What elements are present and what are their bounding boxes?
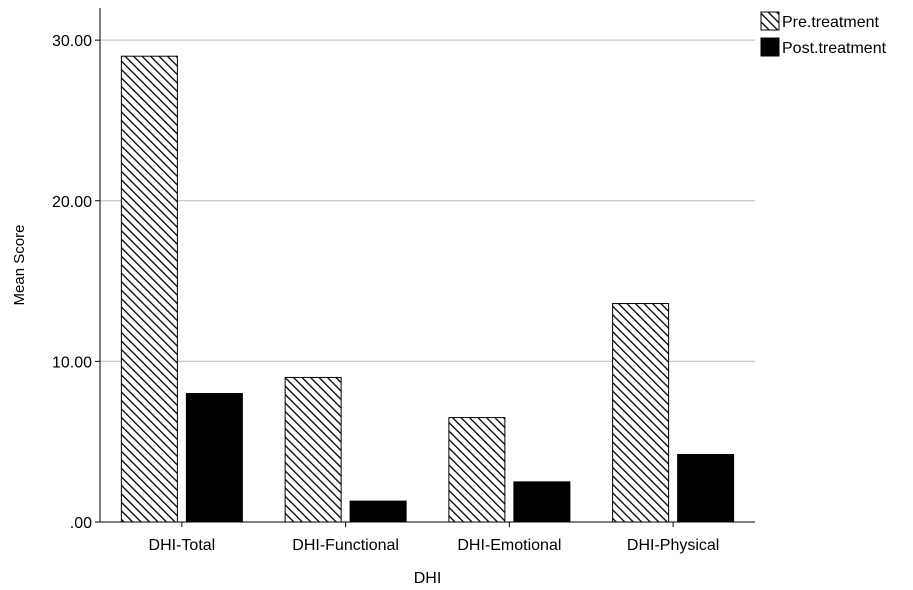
axis-labels: DHI Mean Score: [11, 225, 441, 587]
post-treatment-bar: [513, 481, 571, 523]
legend-label: Pre.treatment: [782, 14, 879, 31]
y-axis-title: Mean Score: [11, 225, 28, 306]
x-tick-label: DHI-Emotional: [457, 537, 561, 554]
y-tick-label: .00: [70, 515, 92, 532]
y-tick-label: 20.00: [52, 194, 92, 211]
post-treatment-bar: [185, 393, 243, 523]
pre-treatment-bar: [120, 55, 178, 523]
pre-treatment-bar: [448, 417, 506, 523]
x-tick-label: DHI-Physical: [627, 537, 719, 554]
legend: Pre.treatment Post.treatment: [760, 11, 887, 57]
x-tick-label: DHI-Functional: [292, 537, 399, 554]
axes: .00 10.00 20.00 30.00 DHI-Total DHI-Functiona…: [52, 8, 755, 554]
y-tick-label: 30.00: [52, 33, 92, 50]
pre-treatment-bar: [284, 376, 342, 523]
y-tick-label: 10.00: [52, 354, 92, 371]
pre-treatment-bar: [612, 303, 670, 523]
x-axis-title: DHI: [414, 570, 442, 587]
legend-label: Post.treatment: [782, 40, 887, 57]
bars: [120, 55, 735, 523]
post-treatment-bar: [349, 500, 407, 523]
post-treatment-bar: [677, 454, 735, 523]
legend-swatch: [760, 37, 780, 57]
legend-swatch: [760, 11, 780, 31]
x-tick-label: DHI-Total: [149, 537, 216, 554]
